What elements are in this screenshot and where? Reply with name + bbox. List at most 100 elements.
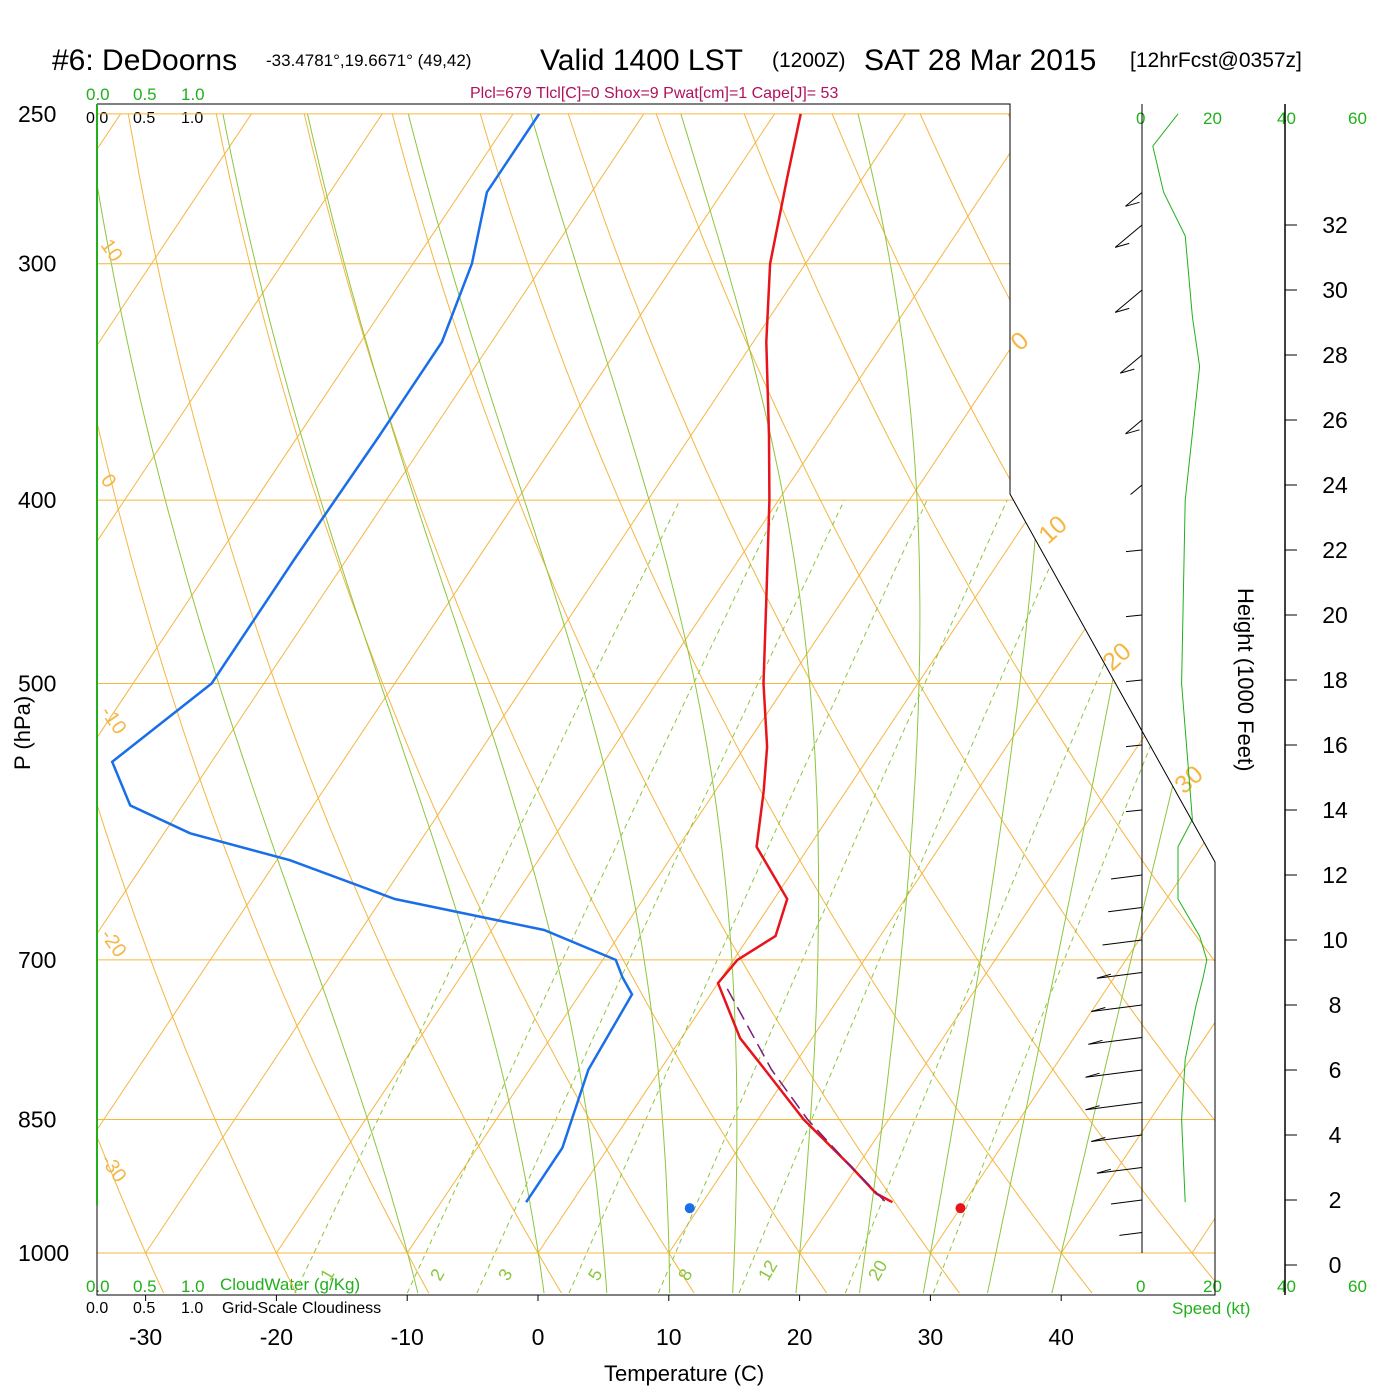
mixing-ratio-label: 12 bbox=[754, 1257, 781, 1284]
height-tick-label: 16 bbox=[1322, 732, 1348, 758]
speed-tick-bottom: 20 bbox=[1203, 1277, 1222, 1296]
cloudiness-tick: 1.0 bbox=[181, 1300, 203, 1317]
height-tick-label: 4 bbox=[1329, 1122, 1342, 1148]
dry-adiabat bbox=[1183, 113, 1215, 1294]
speed-tick-top: 40 bbox=[1277, 109, 1296, 128]
height-tick-label: 10 bbox=[1322, 927, 1348, 953]
cloudwater-tick: 0.0 bbox=[86, 85, 110, 104]
wind-barb bbox=[1088, 1037, 1143, 1045]
cloud-scale-bottom: 0.0 0.5 1.0 CloudWater (g/Kg) 0.0 0.5 1.… bbox=[86, 1275, 381, 1317]
height-tick-label: 32 bbox=[1322, 212, 1348, 238]
isotherm-label: 0 bbox=[96, 470, 120, 492]
wind-barb-flag bbox=[1115, 307, 1130, 313]
height-tick-label: 6 bbox=[1329, 1057, 1342, 1083]
dry-adiabat bbox=[127, 113, 562, 1294]
isotherm-line bbox=[1191, 113, 1215, 1254]
moist-adiabat bbox=[1051, 113, 1215, 1294]
isotherm-label: -30 bbox=[96, 1150, 131, 1186]
mixing-ratio-line bbox=[294, 499, 681, 1294]
mixing-ratio-line bbox=[844, 499, 1175, 1294]
moist-adiabat bbox=[922, 113, 1049, 1294]
height-tick-label: 0 bbox=[1329, 1252, 1342, 1278]
dry-adiabat bbox=[215, 113, 695, 1294]
wind-barb bbox=[1130, 484, 1143, 495]
height-tick-label: 30 bbox=[1322, 277, 1348, 303]
adiabat-label: 20 bbox=[1097, 637, 1136, 676]
wind-barb-flag bbox=[1085, 1072, 1100, 1078]
dry-adiabat bbox=[1360, 114, 1400, 1293]
cloud-scale-top: 0.0 0.5 1.0 0.0 0.5 1.0 bbox=[86, 85, 205, 127]
wind-barb bbox=[1125, 744, 1143, 748]
wind-barb-flag bbox=[1115, 242, 1130, 248]
wind-barb bbox=[1119, 1232, 1143, 1236]
speed-tick-top: 0 bbox=[1136, 109, 1145, 128]
temperature-tick-label: -20 bbox=[260, 1324, 293, 1350]
wind-barb bbox=[1125, 549, 1143, 553]
wind-barb bbox=[1091, 1134, 1143, 1142]
speed-label: Speed (kt) bbox=[1172, 1299, 1250, 1318]
temperature-tick-label: 0 bbox=[532, 1324, 545, 1350]
wind-barb-flag bbox=[1125, 201, 1140, 207]
station-title: #6: DeDoorns bbox=[52, 44, 237, 77]
pressure-tick-label: 400 bbox=[18, 487, 56, 513]
isotherm-label: -10 bbox=[96, 702, 131, 738]
mixing-ratio-line bbox=[476, 499, 845, 1294]
temperature-tick-label: 40 bbox=[1048, 1324, 1074, 1350]
speed-tick-top: 60 bbox=[1348, 109, 1367, 128]
moist-adiabat bbox=[222, 113, 545, 1294]
mixing-ratio-line bbox=[932, 499, 1215, 1294]
valid-date: SAT 28 Mar 2015 bbox=[864, 44, 1096, 77]
pressure-tick-label: 250 bbox=[18, 101, 56, 127]
temperature-tick-label: 10 bbox=[656, 1324, 682, 1350]
moist-adiabat bbox=[307, 113, 608, 1294]
height-tick-label: 12 bbox=[1322, 862, 1348, 888]
wind-barb bbox=[1110, 874, 1143, 880]
moist-adiabat bbox=[407, 113, 671, 1294]
wind-barb-flag bbox=[1125, 429, 1140, 435]
wind-barb bbox=[1125, 679, 1143, 683]
temperature-line bbox=[716, 113, 893, 1204]
dry-adiabat bbox=[97, 113, 430, 1294]
isotherm-line bbox=[97, 113, 383, 1254]
wind-barb bbox=[1085, 1069, 1143, 1078]
dry-adiabat bbox=[391, 113, 960, 1294]
dewpoint-line bbox=[110, 113, 634, 1203]
wind-barb-flag bbox=[1085, 1105, 1100, 1111]
adiabat-label: 10 bbox=[1033, 510, 1072, 549]
wind-barb-flag bbox=[1091, 1007, 1106, 1012]
wind-barb bbox=[1119, 354, 1143, 374]
pressure-tick-label: 500 bbox=[18, 670, 56, 696]
dry-adiabat bbox=[479, 113, 1093, 1294]
wind-barb bbox=[1114, 224, 1143, 248]
wind-barb bbox=[1108, 907, 1143, 913]
wind-barb bbox=[1102, 939, 1143, 946]
height-tick-label: 26 bbox=[1322, 407, 1348, 433]
isotherm-line bbox=[97, 113, 252, 1254]
height-tick-label: 14 bbox=[1322, 797, 1348, 823]
temperature-tick-label: -10 bbox=[391, 1324, 424, 1350]
sounding-parameters: Plcl=679 Tlcl[C]=0 Shox=9 Pwat[cm]=1 Cap… bbox=[470, 85, 838, 102]
surface-dewpoint-marker bbox=[684, 1203, 695, 1214]
dry-adiabat bbox=[831, 113, 1215, 1294]
height-tick-label: 2 bbox=[1329, 1187, 1342, 1213]
wind-barb bbox=[1085, 1102, 1143, 1111]
valid-time: Valid 1400 LST bbox=[540, 44, 743, 77]
wind-barb bbox=[1125, 419, 1143, 435]
wind-barb-flag bbox=[1091, 1137, 1106, 1142]
wind-barb bbox=[1091, 1004, 1143, 1012]
zulu-time: (1200Z) bbox=[772, 49, 846, 72]
pressure-tick-label: 1000 bbox=[18, 1240, 69, 1266]
cloudiness-tick: 1.0 bbox=[181, 110, 203, 127]
moist-adiabat bbox=[530, 113, 738, 1294]
moist-adiabat bbox=[857, 113, 921, 1294]
cloudwater-tick: 0.5 bbox=[133, 1277, 157, 1296]
temperature-tick-label: 30 bbox=[918, 1324, 944, 1350]
wind-barb bbox=[1096, 1167, 1143, 1174]
pressure-tick-label: 700 bbox=[18, 947, 56, 973]
isotherm-label: 10 bbox=[96, 235, 127, 266]
cloudiness-profile bbox=[1152, 113, 1208, 1203]
moist-adiabat bbox=[680, 113, 820, 1294]
